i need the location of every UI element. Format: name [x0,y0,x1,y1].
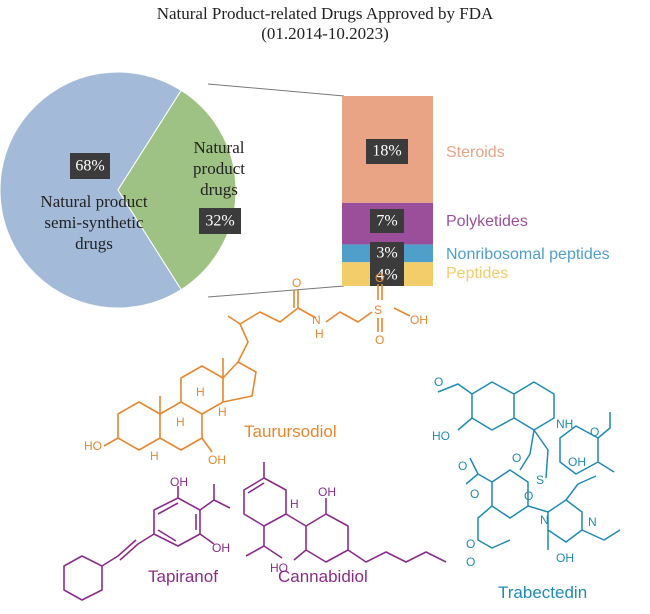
value-label-7: 7% [376,213,397,230]
molecule-name-trabectedin: Trabectedin [498,583,587,602]
pie-slice-semi-synthetic [0,71,182,309]
slice-label-np-line1: Natural [194,138,245,157]
atom-h-9: H [176,415,185,429]
molecule-name-tapiranof: Tapiranof [148,567,218,586]
atom-n-1: N [540,513,549,527]
atom-o-carbonyl: O [292,276,301,290]
category-label-polyketides: Polyketides [446,213,528,230]
atom-ho-cbd: HO [270,561,288,575]
atom-ho-3: HO [84,439,102,453]
molecule-name-cannabidiol: Cannabidiol [278,567,368,586]
breakdown-bar: 18% 7% 3% 4% Steroids Polyketides Nonrib… [342,96,610,286]
molecule-name-taurursodiol: Taurursodiol [244,422,337,441]
atom-o-methoxy-2: O [590,425,599,439]
value-label-3: 3% [376,245,397,262]
value-pill-4 [370,264,404,286]
value-pill-18 [366,139,408,164]
trabectedin-structure: O HO NH O S O OH O O O N N OH O O [432,375,621,569]
atom-oh-cbd: OH [318,485,336,499]
cannabidiol-structure: H OH HO [243,462,447,575]
tapiranof-structure: OH OH [63,475,231,601]
pie-chart: 68% Natural product semi-synthetic drugs… [0,71,345,309]
atom-s: S [374,303,382,317]
value-pill-7 [370,209,404,233]
atom-h-5: H [150,449,159,463]
slice-label-semi-line1: Natural product [40,192,147,211]
atom-n-2: N [588,515,597,529]
atom-o-sulfonyl-1: O [375,271,384,285]
value-label-68: 68% [75,158,104,175]
pie-slice-natural-product [117,89,237,291]
chart-subtitle: (01.2014-10.2023) [261,24,389,43]
atom-o-methoxy-1: O [434,375,443,389]
atom-h-nh: H [315,327,324,341]
atom-o-dioxole-2: O [466,555,475,569]
value-pill-68 [70,153,110,179]
category-label-nonribosomal-peptides: Nonribosomal peptides [446,246,610,263]
slice-label-semi-line3: drugs [75,234,113,253]
value-label-4: 4% [376,267,397,284]
atom-ho-trab: HO [432,429,450,443]
value-pill-32 [199,208,241,234]
atom-oh-trab-2: OH [556,551,574,565]
atom-o-sulfonyl-2: O [375,333,384,347]
atom-nh: NH [556,417,573,431]
atom-oh-bottom: OH [212,541,230,555]
atom-o-ester: O [470,487,479,501]
connector-top-line [207,83,345,97]
category-label-peptides: Peptides [446,265,508,282]
atom-n: N [312,313,321,327]
taurursodiol-structure: N H O S O O OH HO OH H H H H [84,271,428,467]
slice-label-semi-line2: semi-synthetic [44,213,144,232]
atom-o-lactone-1: O [512,451,521,465]
atom-o-acetyl: O [458,459,467,473]
slice-label-np-line2: product [193,159,245,178]
atom-h-14: H [218,405,227,419]
atom-h-8: H [196,385,205,399]
atom-o-lactone-2: O [524,489,533,503]
category-label-steroids: Steroids [446,144,505,161]
value-label-32: 32% [205,213,234,230]
value-pill-3 [370,242,404,264]
atom-oh-trab-1: OH [568,455,586,469]
atom-h-cbd: H [290,497,299,511]
atom-o-dioxole-1: O [466,537,475,551]
atom-oh-sulfonic: OH [410,313,428,327]
atom-s-trab: S [536,473,544,487]
atom-oh-top: OH [170,475,188,489]
atom-oh-7: OH [208,453,226,467]
slice-label-np-line3: drugs [200,180,238,199]
value-label-18: 18% [372,143,401,160]
chart-title: Natural Product-related Drugs Approved b… [156,4,494,23]
connector-bottom-line [207,285,345,298]
